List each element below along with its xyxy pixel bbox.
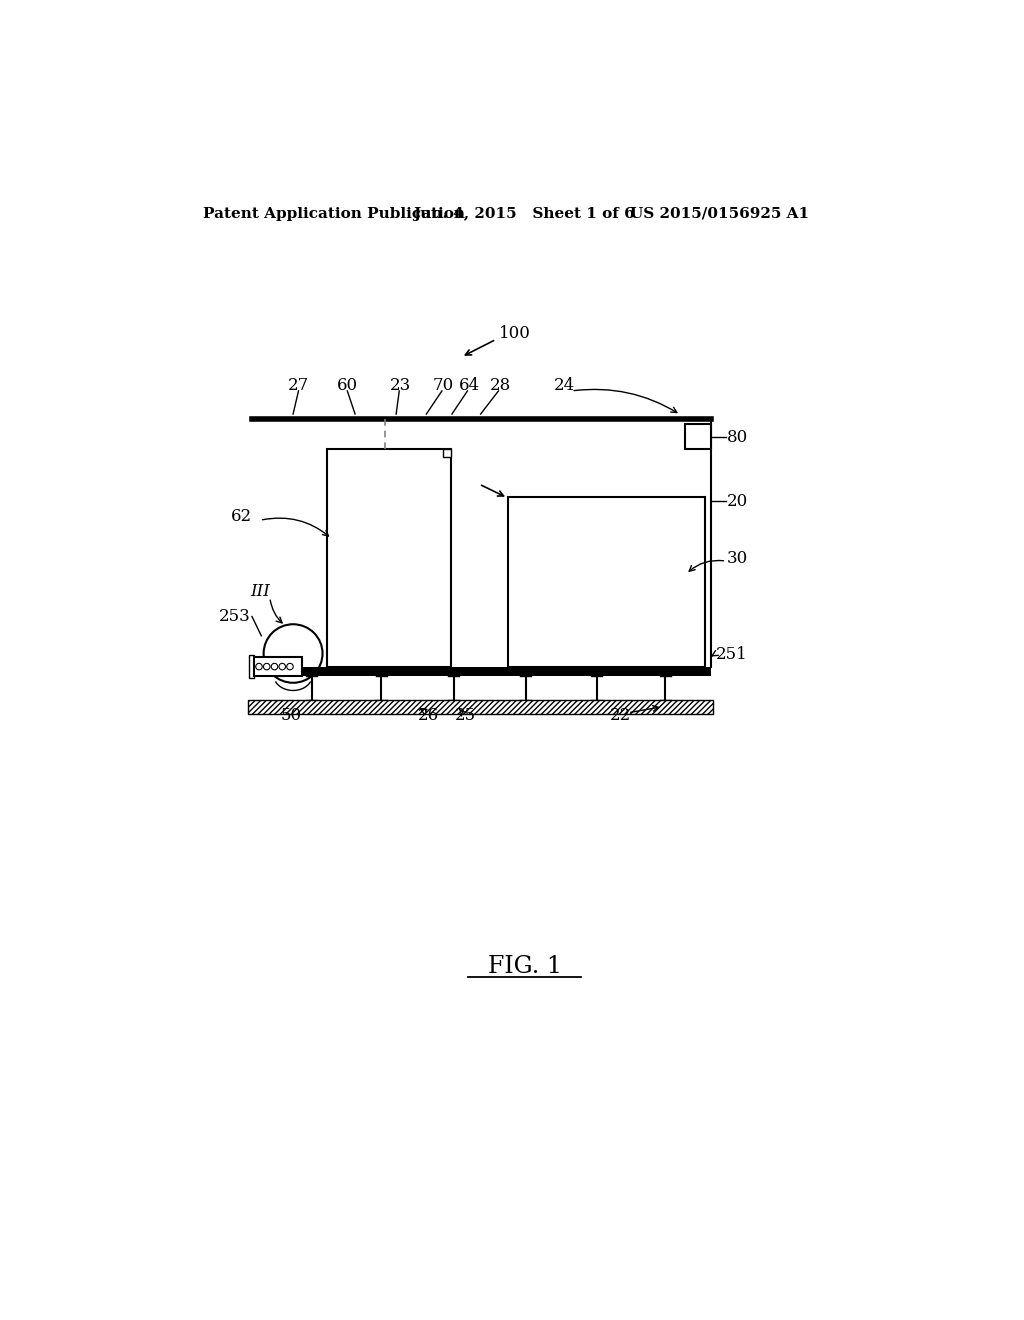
Text: FIG. 1: FIG. 1 — [487, 956, 562, 978]
Text: 25: 25 — [455, 708, 476, 725]
Text: 27: 27 — [288, 378, 309, 395]
Text: Patent Application Publication: Patent Application Publication — [203, 207, 465, 220]
Text: US 2015/0156925 A1: US 2015/0156925 A1 — [630, 207, 809, 220]
Text: 60: 60 — [337, 378, 357, 395]
Text: 80: 80 — [727, 429, 749, 446]
Text: 251: 251 — [716, 645, 748, 663]
Bar — [248, 700, 713, 714]
Bar — [249, 655, 254, 678]
Text: 23: 23 — [390, 378, 412, 395]
Text: 20: 20 — [727, 492, 749, 510]
Text: 30: 30 — [727, 550, 749, 568]
Bar — [443, 449, 452, 457]
Text: III: III — [250, 582, 269, 599]
Text: 62: 62 — [230, 508, 252, 525]
Text: 22: 22 — [609, 708, 631, 725]
Text: 70: 70 — [433, 378, 454, 395]
Text: 24: 24 — [554, 378, 574, 395]
Text: 26: 26 — [418, 708, 439, 725]
Bar — [254, 657, 302, 676]
Text: 100: 100 — [499, 326, 530, 342]
Text: 253: 253 — [219, 609, 251, 626]
Text: Jun. 4, 2015   Sheet 1 of 6: Jun. 4, 2015 Sheet 1 of 6 — [414, 207, 635, 220]
Bar — [685, 424, 711, 449]
Bar — [252, 667, 711, 676]
Text: 28: 28 — [489, 378, 511, 395]
Text: 50: 50 — [281, 708, 301, 725]
Bar — [328, 450, 452, 667]
Bar — [508, 498, 706, 667]
Text: 64: 64 — [459, 378, 479, 395]
